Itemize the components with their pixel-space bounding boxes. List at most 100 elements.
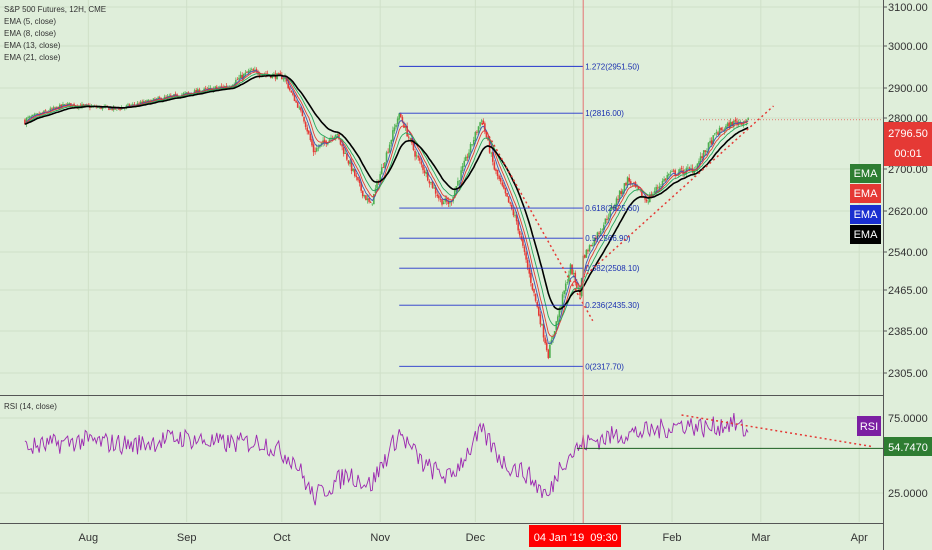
candle-body [731, 122, 734, 126]
candle-body [680, 168, 683, 169]
candle-body [736, 121, 738, 125]
candle-body [696, 163, 699, 170]
candle-body [304, 122, 307, 127]
candle-body [384, 162, 386, 168]
candle-body [119, 109, 121, 110]
candle-body [165, 96, 167, 98]
rsi-trendline[interactable] [681, 414, 872, 448]
y-tick-label: 2900.00 [888, 83, 928, 95]
ema-badge-1[interactable]: EMA [850, 164, 881, 183]
candle-body [474, 132, 477, 141]
price-label[interactable]: 2796.50 00:01 [884, 122, 932, 166]
candle-body [249, 70, 251, 72]
candle-body [626, 177, 629, 186]
candle-body [36, 113, 39, 115]
grid-lines [0, 0, 883, 522]
candle-body [214, 86, 217, 89]
candle-body [721, 129, 724, 131]
candle-body [152, 98, 155, 100]
candle-body [442, 202, 445, 205]
candle-body [601, 229, 604, 231]
rsi-badge[interactable]: RSI [857, 416, 881, 436]
candle-body [379, 174, 381, 183]
crosshair-date-label[interactable]: 04 Jan '19 09:30 [529, 525, 621, 547]
candle-body [709, 140, 711, 143]
candle-body [702, 150, 705, 158]
candle-body [419, 157, 421, 161]
candle-body [477, 126, 480, 133]
candle-body [334, 134, 337, 137]
candle-body [598, 232, 600, 234]
candle-body [609, 209, 611, 218]
candle-body [185, 92, 188, 94]
candle-body [438, 195, 440, 199]
rsi-pane[interactable] [24, 413, 883, 506]
candle-body [537, 306, 540, 316]
candle-body [436, 194, 439, 197]
candle-body [24, 119, 26, 125]
candle-body [344, 153, 347, 154]
candle-body [242, 74, 245, 79]
candle-body [244, 72, 247, 75]
candle-body [618, 190, 621, 200]
candle-body [415, 155, 418, 157]
rsi-level-label[interactable]: 54.7470 [884, 437, 932, 456]
candle-body [674, 170, 676, 176]
candle-body [518, 231, 521, 236]
candle-body [499, 178, 502, 182]
ema-badge-3[interactable]: EMA [850, 205, 881, 224]
candle-body [258, 74, 261, 76]
candle-body [717, 132, 719, 135]
candle-body [433, 187, 435, 189]
ema-badge-2[interactable]: EMA [850, 184, 881, 203]
candle-body [166, 96, 169, 98]
candle-body [564, 283, 567, 292]
candle-body [526, 260, 529, 268]
candle-body [733, 120, 735, 127]
candle-body [225, 85, 228, 88]
crosshair-date: 04 Jan '19 [534, 532, 584, 544]
ema-5-line [24, 70, 749, 345]
candle-body [292, 92, 294, 95]
crosshair-time: 09:30 [590, 532, 618, 544]
candle-body [561, 294, 564, 308]
candle-body [277, 73, 280, 75]
candle-body [366, 198, 369, 201]
candle-body [517, 220, 519, 231]
rsi-level-label-bg [884, 437, 932, 456]
candle-body [368, 198, 370, 202]
candle-body [60, 104, 63, 107]
chart-legend: S&P 500 Futures, 12H, CME EMA (5, close)… [4, 5, 106, 62]
candle-body [596, 232, 599, 239]
price-label-value: 2796.50 [888, 128, 928, 140]
candle-body [301, 110, 304, 117]
candle-body [241, 75, 243, 79]
candle-body [525, 252, 527, 260]
candle-body [195, 89, 197, 93]
candle-body [623, 183, 626, 191]
candle-body [27, 117, 29, 119]
candle-body [514, 215, 516, 217]
candle-body [293, 94, 296, 102]
candle-body [512, 209, 515, 216]
candle-body [530, 272, 532, 283]
price-pane[interactable]: 1.272(2951.50) 1(2816.00) 0.618(2625.60) 0.… [24, 62, 883, 371]
candle-body [739, 121, 742, 123]
candle-body [699, 156, 702, 162]
candle-body [131, 104, 134, 106]
candle-body [506, 193, 508, 197]
candle-body [560, 306, 562, 309]
candle-body [44, 110, 47, 112]
candle-body [612, 207, 615, 208]
candle-body [306, 127, 309, 132]
rsi-badge-bg [857, 416, 881, 436]
candle-body [287, 81, 289, 89]
candle-body [376, 181, 378, 189]
ema-badge-4[interactable]: EMA [850, 225, 881, 244]
candle-body [254, 69, 256, 71]
candle-body [503, 185, 505, 189]
candle-body [531, 283, 534, 290]
y-tick-label: 2540.00 [888, 247, 928, 259]
